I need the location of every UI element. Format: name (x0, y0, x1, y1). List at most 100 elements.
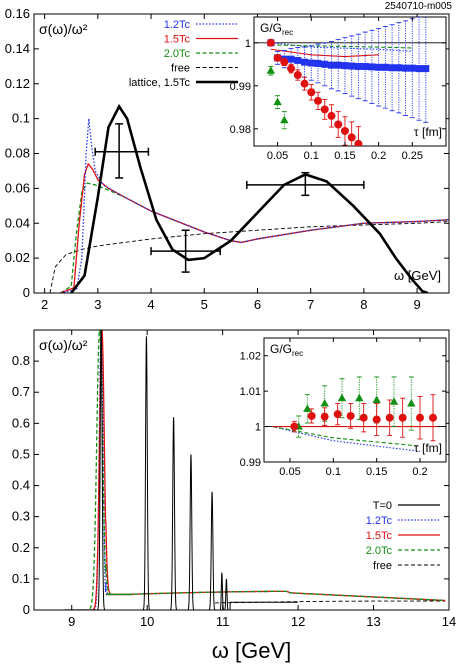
top-inset-point-T12 (395, 64, 403, 72)
bottom-ytick-label: 0.6 (12, 415, 30, 430)
bottom-inset-ytick-label: 0.99 (240, 457, 261, 469)
bottom-xtick-label: 13 (366, 614, 380, 629)
top-inset-curve-T20 (270, 44, 413, 49)
top-inset-point-T12 (327, 61, 335, 69)
top-inset-point-T12 (361, 62, 369, 70)
top-inset-point-T20 (266, 66, 276, 74)
bottom-legend-label-T20: 2.0Tc (366, 545, 393, 557)
bottom-inset-xtick-label: 0.05 (279, 466, 300, 478)
top-legend-label-lattice: lattice, 1.5Tc (129, 77, 191, 89)
bottom-inset-curve-T12 (272, 426, 421, 452)
top-series-free (49, 221, 449, 293)
bottom-inset-point-T15 (320, 412, 329, 421)
bottom-inset-xtick-label: 0.15 (366, 466, 387, 478)
top-inset-xtick-label: 0.05 (267, 150, 288, 162)
top-inset-ylabel-sub: rec (282, 28, 293, 37)
bottom-inset-point-T15 (359, 413, 368, 422)
bottom-inset-ylabel-main: G/G (270, 342, 292, 356)
bottom-inset-point-T15 (290, 422, 299, 431)
top-legend-label-T12: 1.2Tc (164, 19, 191, 31)
top-inset-point-T15 (280, 58, 289, 67)
bottom-chart: 9 10 11 12 13 14 0 0.1 0.2 0.3 0.4 0.5 0.6 0.7 0.8 σ(ω)… (12, 329, 456, 663)
top-inset-xtick-label: 0.25 (402, 150, 423, 162)
top-inset-point-T15 (327, 111, 336, 120)
top-xlabel: ω [GeV] (394, 268, 441, 283)
top-inset-xtick-label: 0.15 (334, 150, 355, 162)
top-inset-point-T12 (402, 64, 410, 72)
bottom-inset-point-T20 (407, 399, 416, 407)
top-inset-point-T15 (354, 139, 363, 146)
top-inset-point-T12 (321, 60, 329, 68)
top-xtick-label: 7 (307, 297, 314, 312)
bottom-inset-point-T15 (372, 415, 381, 424)
bottom-xtick-label: 9 (68, 614, 75, 629)
bottom-xtick-label: 12 (291, 614, 305, 629)
top-inset-point-T12 (375, 63, 383, 71)
top-inset-point-T12 (422, 65, 430, 73)
top-inset-point-T12 (287, 55, 295, 63)
bottom-inset-point-T15 (385, 413, 394, 422)
top-inset-point-T15 (266, 38, 275, 47)
top-xtick-label: 9 (413, 297, 420, 312)
top-ytick-label: 0.16 (5, 6, 30, 21)
top-xtick-label: 3 (94, 297, 101, 312)
bottom-inset-point-T20 (389, 397, 399, 405)
top-legend-label-free: free (171, 63, 190, 75)
top-inset-point-T15 (273, 53, 282, 62)
top-ylabel: σ(ω)/ω² (39, 21, 88, 37)
top-series-T20 (60, 182, 449, 293)
bottom-legend: T=0 1.2Tc 1.5Tc 2.0Tc free (366, 500, 440, 572)
top-inset-point-T12 (314, 59, 322, 67)
bottom-inset-point-T15 (429, 413, 437, 422)
bottom-inset-xlabel: τ [fm] (414, 441, 442, 455)
bottom-xlabel: ω [GeV] (212, 638, 292, 663)
top-inset-ytick-label: 0.98 (230, 124, 251, 136)
top-inset-ylabel-main: G/G (260, 21, 282, 35)
bottom-inset-point-T15 (333, 410, 342, 419)
bottom-inset-background (263, 337, 447, 463)
bottom-legend-label-T0: T=0 (373, 500, 392, 512)
top-inset-point-T12 (334, 61, 342, 69)
bottom-legend-label-T12: 1.2Tc (366, 515, 393, 527)
top-ytick-label: 0.12 (5, 76, 30, 91)
top-chart: 2 3 4 5 6 7 8 9 0 0.02 0.04 0.06 0.08 0.1 0.12 0.14 0.16… (5, 6, 450, 312)
top-inset-point-T12 (408, 64, 416, 72)
bottom-inset-point-T20 (320, 399, 329, 407)
bottom-series-T0 (34, 330, 298, 610)
bottom-xtick-label: 14 (442, 614, 456, 629)
top-xtick-label: 2 (41, 297, 48, 312)
bottom-inset-ytick-label: 1 (255, 422, 261, 434)
bottom-inset-plot-area (264, 376, 446, 452)
bottom-series-T20 (64, 330, 446, 610)
top-inset-point-T12 (388, 64, 396, 72)
bottom-ytick-label: 0.8 (12, 353, 30, 368)
top-legend-label-T20: 2.0Tc (164, 48, 191, 60)
top-inset-point-T12 (307, 59, 315, 67)
bottom-legend-label-free: free (373, 560, 392, 572)
top-inset-xtick-label: 0.1 (304, 150, 319, 162)
top-inset-point-T15 (347, 133, 356, 142)
top-inset-point-T15 (300, 79, 309, 88)
top-inset-point-T12 (354, 62, 362, 70)
top-inset-point-T15 (287, 64, 296, 73)
top-ytick-label: 0 (23, 285, 30, 300)
bottom-inset-xtick-label: 0.1 (326, 466, 341, 478)
top-ytick-label: 0.08 (5, 146, 30, 161)
bottom-inset-point-T15 (416, 413, 424, 422)
bottom-ylabel: σ(ω)/ω² (39, 337, 88, 353)
bottom-inset-ytick-label: 1.02 (240, 351, 261, 363)
bottom-inset-ytick-label: 1.01 (240, 386, 261, 398)
bottom-ytick-label: 0 (23, 602, 30, 617)
bottom-inset: 0.05 0.1 0.15 0.2 0.99 1 1.01 1.02 G/Grec τ [fm] (240, 337, 447, 478)
bottom-inset-point-T20 (303, 404, 312, 412)
top-inset-point-T12 (415, 65, 423, 73)
top-inset-point-T15 (340, 126, 349, 135)
top-inset-point-T15 (334, 120, 343, 129)
bottom-plot-area (34, 330, 446, 610)
bottom-inset-ylabel-sub: rec (292, 349, 303, 358)
top-inset-point-T12 (381, 63, 389, 71)
top-inset-plot-area (254, 17, 446, 146)
top-legend-label-T15: 1.5Tc (164, 34, 191, 46)
bottom-frame (33, 329, 450, 611)
bottom-ytick-label: 0.5 (12, 446, 30, 461)
